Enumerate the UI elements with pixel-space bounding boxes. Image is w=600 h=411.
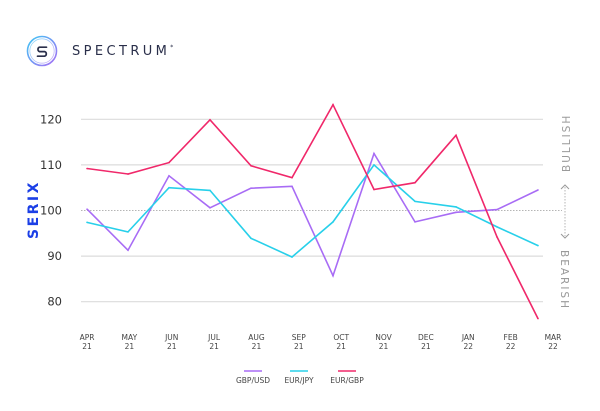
x-tick-label-year: 21 (294, 342, 304, 351)
x-axis-ticks: APR21MAY21JUN21JUL21AUG21SEP21OCT21NOV21… (80, 333, 562, 351)
data-point (455, 206, 457, 208)
y-axis-ticks: 80 90 100 110 120 (40, 112, 62, 308)
legend-item-gbp-usd[interactable]: GBP/USD (236, 370, 270, 385)
x-tick-label-month: JAN (461, 333, 475, 342)
data-point (537, 189, 539, 191)
x-tick-label-year: 21 (252, 342, 262, 351)
data-point (332, 103, 334, 106)
data-point (168, 175, 170, 177)
data-point (455, 134, 457, 137)
x-tick-label-month: MAR (545, 333, 562, 342)
x-tick-label-month: DEC (418, 333, 434, 342)
legend-label: GBP/USD (236, 376, 270, 385)
x-tick-label-month: OCT (333, 333, 349, 342)
series-line-eur-jpy (86, 163, 539, 258)
y-tick-label: 110 (40, 158, 62, 172)
data-point (250, 165, 252, 167)
x-tick-label-month: AUG (248, 333, 265, 342)
data-point (373, 164, 375, 166)
data-point (291, 185, 293, 188)
data-point (537, 317, 539, 320)
data-point (168, 161, 170, 164)
data-point (332, 274, 334, 277)
data-point (209, 118, 211, 121)
data-point (127, 231, 129, 233)
y-axis-label: SERIX (26, 180, 42, 239)
data-point (291, 176, 293, 179)
series-line-eur-gbp (86, 102, 539, 319)
legend-item-eur-jpy[interactable]: EUR/JPY (284, 370, 314, 385)
data-point (250, 237, 252, 240)
y-tick-label: 90 (47, 249, 62, 263)
legend-label: EUR/GBP (330, 376, 364, 385)
x-tick-label-year: 21 (82, 342, 92, 351)
data-point (373, 188, 375, 191)
chevron-down-icon (560, 233, 570, 239)
sentiment-indicator: BULLISH BEARISH (558, 114, 573, 310)
series-line-gbp-usd (86, 151, 539, 278)
data-point (250, 187, 252, 189)
brand-name: SPECTRUM* (72, 44, 174, 59)
y-tick-label: 120 (40, 112, 62, 126)
data-point (86, 221, 88, 224)
x-tick-label-month: MAY (122, 333, 138, 342)
x-tick-label-month: NOV (375, 333, 392, 342)
x-tick-label-month: JUL (207, 333, 221, 342)
x-tick-label-month: JUN (164, 333, 178, 342)
y-tick-label: 100 (40, 204, 62, 218)
data-point (168, 186, 170, 189)
x-tick-label-year: 21 (379, 342, 389, 351)
data-point (537, 244, 539, 247)
brand-logo: SPECTRUM* (26, 35, 226, 69)
data-point (86, 167, 88, 170)
x-tick-label-year: 22 (463, 342, 473, 351)
chevron-up-icon (560, 184, 570, 190)
data-point (127, 249, 129, 251)
data-point (496, 208, 498, 211)
data-point (414, 200, 416, 203)
legend-item-eur-gbp[interactable]: EUR/GBP (330, 370, 364, 385)
bearish-label: BEARISH (558, 250, 570, 310)
data-point (496, 226, 498, 228)
data-point (414, 221, 416, 223)
x-tick-label-year: 21 (421, 342, 431, 351)
trademark-mark: * (170, 44, 174, 51)
x-tick-label-year: 21 (209, 342, 219, 351)
bullish-label: BULLISH (561, 114, 573, 172)
x-tick-label-month: FEB (504, 333, 518, 342)
data-point (209, 189, 211, 192)
x-tick-label-month: SEP (292, 333, 306, 342)
y-tick-label: 80 (47, 295, 62, 309)
data-point (496, 236, 498, 238)
data-point (373, 152, 375, 155)
data-point (127, 173, 129, 175)
data-point (86, 208, 88, 210)
spectrum-logo-icon (26, 35, 58, 67)
legend: GBP/USD EUR/JPY EUR/GBP (236, 370, 364, 385)
data-point (455, 211, 457, 214)
series-lines (86, 102, 539, 320)
legend-label: EUR/JPY (284, 376, 314, 385)
x-tick-label-year: 21 (167, 342, 177, 351)
data-point (291, 256, 293, 258)
x-tick-label-year: 21 (125, 342, 135, 351)
x-tick-label-year: 21 (336, 342, 346, 351)
x-tick-label-month: APR (80, 333, 95, 342)
data-point (209, 206, 211, 209)
x-tick-label-year: 22 (548, 342, 558, 351)
x-tick-label-year: 22 (506, 342, 516, 351)
data-point (414, 181, 416, 184)
data-point (332, 221, 334, 223)
